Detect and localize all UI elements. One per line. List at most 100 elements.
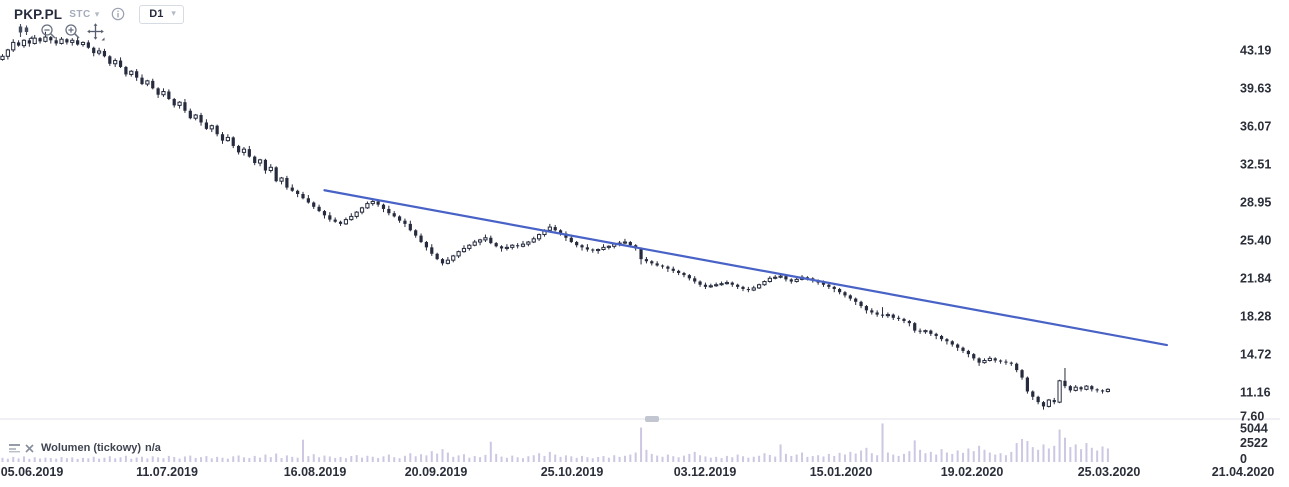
pan-button[interactable]	[84, 22, 108, 41]
price-axis-label: 18.28	[1240, 310, 1271, 324]
candle-body	[789, 279, 793, 282]
trendline[interactable]	[323, 189, 1169, 347]
candle-body	[966, 350, 970, 355]
volume-bar	[178, 458, 181, 462]
volume-bar	[827, 453, 830, 462]
volume-bar	[403, 455, 406, 462]
candle-body	[499, 246, 504, 249]
volume-bar	[387, 454, 390, 462]
price-axis-label: 25.40	[1240, 234, 1271, 248]
volume-bar	[157, 457, 160, 462]
candle-body	[296, 190, 300, 194]
date-axis-label: 11.07.2019	[136, 465, 198, 479]
market-code-label: STC	[69, 8, 91, 20]
volume-bar	[919, 449, 922, 462]
volume-bar	[940, 449, 943, 462]
candle-body	[477, 239, 483, 243]
candle-body	[1020, 370, 1024, 378]
candle-body	[821, 282, 826, 285]
volume-bar	[173, 456, 176, 462]
volume-bar	[200, 457, 203, 462]
indicator-settings-icon[interactable]	[8, 442, 21, 454]
volume-bar	[951, 453, 954, 462]
symbol-label: PKP.PL	[14, 6, 63, 22]
candle-body	[708, 285, 713, 288]
candle-body	[510, 244, 515, 248]
volume-bar	[457, 455, 460, 462]
interval-dropdown[interactable]: D1 ▾	[139, 4, 184, 24]
volume-bar	[962, 452, 965, 462]
candle-body	[961, 347, 965, 351]
candle-body	[698, 281, 702, 285]
volume-bar	[661, 456, 664, 462]
price-axis-label: 43.19	[1240, 44, 1271, 58]
volume-bar	[516, 457, 519, 462]
candle-body	[285, 177, 289, 188]
info-icon[interactable]	[111, 7, 125, 21]
candle-body	[430, 247, 434, 254]
candle-body	[902, 318, 906, 322]
candle-body	[381, 204, 386, 209]
volume-bar	[892, 454, 895, 462]
candle-body	[253, 156, 257, 164]
candle-body	[312, 202, 316, 207]
candle-body	[757, 284, 762, 289]
date-axis-label: 20.09.2019	[405, 465, 468, 479]
candle-body	[1079, 387, 1083, 390]
chart-type-button[interactable]	[12, 22, 36, 41]
date-axis-label: 25.03.2020	[1078, 465, 1141, 479]
volume-bar	[135, 457, 138, 462]
volume-bar	[559, 456, 562, 462]
candle-body	[59, 38, 64, 44]
candle-body	[188, 110, 192, 119]
candle-body	[907, 321, 911, 324]
candle-body	[671, 268, 675, 271]
volume-bar	[532, 455, 535, 462]
candle-body	[32, 37, 37, 44]
candle-body	[86, 42, 90, 48]
volume-bar	[167, 455, 170, 462]
candle-body	[864, 306, 869, 311]
candle-body	[714, 284, 719, 287]
zoom-in-button[interactable]	[60, 22, 84, 41]
zoom-out-button[interactable]	[36, 22, 60, 41]
price-axis-label: 11.16	[1240, 386, 1271, 400]
volume-bar	[344, 458, 347, 462]
candle-body	[558, 230, 563, 234]
volume-bar	[291, 456, 294, 462]
volume-bar	[1058, 429, 1061, 462]
volume-bar	[382, 456, 385, 462]
volume-axis-label: 5044	[1240, 422, 1268, 436]
indicator-close-icon[interactable]	[24, 443, 35, 454]
zoom-in-icon	[64, 24, 80, 39]
volume-bar	[886, 452, 889, 462]
volume-bar	[210, 458, 213, 462]
volume-bar	[994, 454, 997, 462]
volume-bar	[489, 441, 492, 462]
volume-bar	[130, 458, 133, 462]
pane-resize-handle[interactable]	[645, 416, 659, 422]
date-axis-label: 19.02.2020	[941, 465, 1004, 479]
volume-bar	[361, 457, 364, 462]
candle-body	[343, 219, 349, 225]
volume-bar	[704, 456, 707, 462]
volume-bar	[849, 451, 852, 462]
candle-body	[1009, 362, 1013, 364]
volume-bar	[833, 455, 836, 462]
volume-bar	[296, 457, 299, 462]
candle-body	[773, 276, 778, 279]
candle-body	[913, 323, 917, 331]
volume-bar	[613, 455, 616, 462]
candle-body	[1025, 377, 1030, 392]
volume-bar	[462, 454, 465, 462]
volume-bar	[543, 455, 546, 462]
candle-body	[537, 234, 542, 240]
volume-bar	[1026, 441, 1029, 462]
volume-bar	[795, 454, 798, 462]
volume-bar	[275, 453, 278, 462]
symbol-dropdown-chevron-icon[interactable]: ▾	[94, 8, 100, 19]
volume-bar	[409, 453, 412, 462]
candle-body	[472, 241, 477, 246]
volume-bar	[441, 449, 444, 462]
